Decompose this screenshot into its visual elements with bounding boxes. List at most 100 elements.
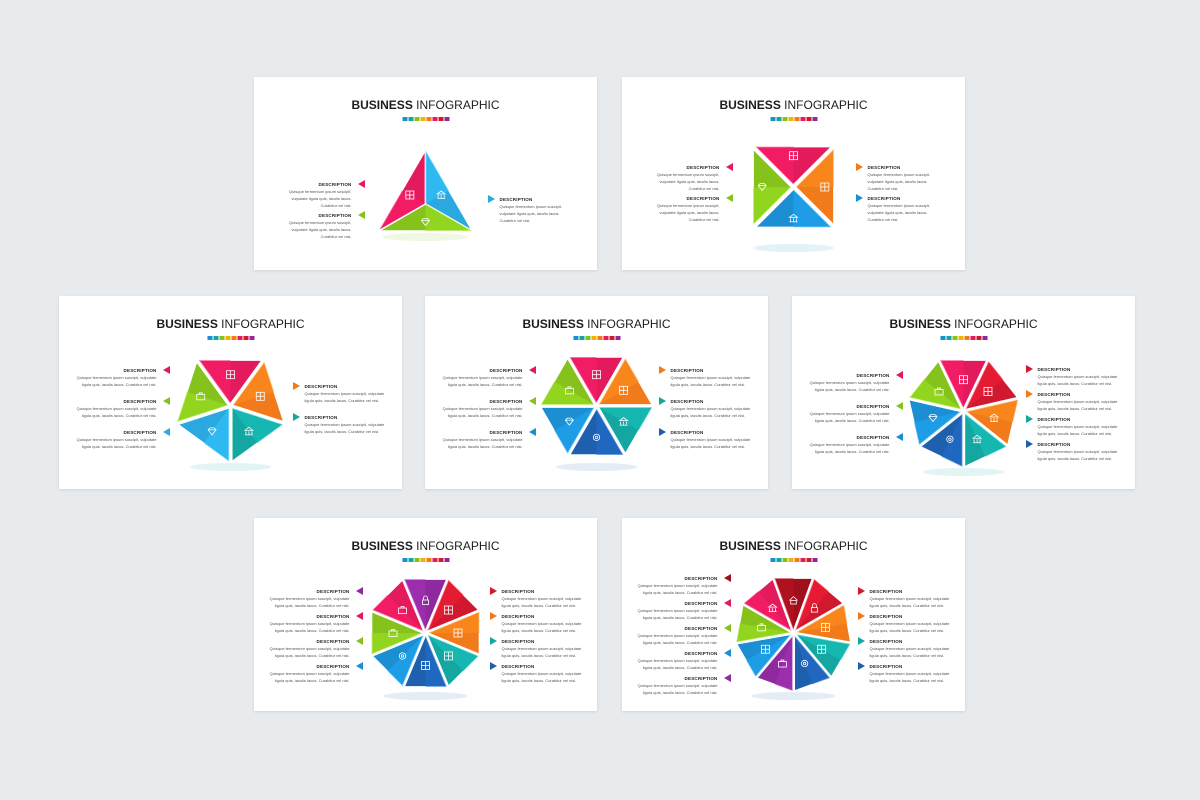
- color-swatch: [402, 117, 407, 121]
- film-icon: [444, 605, 453, 615]
- description-title: DESCRIPTION: [304, 383, 338, 389]
- description-block-left: DESCRIPTION Quisque fermentum ipsum susci…: [622, 600, 718, 621]
- description-block-right: DESCRIPTION Quisque fermentum ipsum susci…: [671, 398, 769, 419]
- description-title: DESCRIPTION: [316, 638, 350, 644]
- chart-icon: [821, 622, 830, 632]
- description-title: DESCRIPTION: [1037, 391, 1071, 397]
- description-text: Quisque fermentum ipsum suscipit, vulput…: [670, 375, 751, 380]
- description-block-left: DESCRIPTION Quisque fermentum ipsum susci…: [254, 663, 350, 684]
- description-title: DESCRIPTION: [686, 195, 720, 201]
- description-text: Quisque fermentum ipsum suscipit, vulput…: [442, 406, 523, 411]
- diagram-segment-3: [794, 603, 852, 644]
- description-text: ligula quis, iaculis lacus. Curabitur ve…: [642, 665, 718, 670]
- description-block-left: DESCRIPTION Quisque fermentum ipsum susci…: [254, 588, 350, 609]
- slide-4[interactable]: BUSINESS INFOGRAPHIC DESCRIPTION Quisque f…: [425, 296, 768, 489]
- description-text: ligula quis, iaculis lacus. Curabitur ve…: [501, 677, 577, 683]
- color-swatch: [420, 558, 425, 562]
- description-text: ligula quis, iaculis lacus. Curabitur ve…: [670, 444, 746, 449]
- description-text: Curabitur vel nisi.: [867, 216, 899, 222]
- slide-title: BUSINESS INFOGRAPHIC: [792, 317, 1135, 331]
- description-title: DESCRIPTION: [501, 663, 535, 669]
- color-swatch: [964, 336, 969, 340]
- description-title: DESCRIPTION: [316, 588, 350, 594]
- pointer-marker-icon: [292, 412, 300, 421]
- bank-icon: [618, 417, 629, 426]
- description-text: Quisque fermentum ipsum suscipit,: [289, 188, 352, 194]
- reflection: [751, 692, 836, 700]
- bank-icon: [971, 434, 983, 444]
- color-swatch-bar: [207, 336, 254, 340]
- pointer-marker-icon: [489, 661, 497, 670]
- pointer-marker-icon: [489, 586, 497, 595]
- color-swatch: [408, 558, 413, 562]
- description-block-right: DESCRIPTION Quisque fermentum ipsum susci…: [502, 588, 598, 609]
- description-block-right: DESCRIPTION Quisque fermentum ipsum susci…: [870, 663, 966, 684]
- description-block-right: DESCRIPTION Quisque fermentum ipsum susci…: [1038, 416, 1136, 437]
- description-text: ligula quis, iaculis lacus. Curabitur ve…: [814, 387, 890, 392]
- diagram-segment-5: [403, 634, 448, 688]
- pointer-marker-icon: [658, 366, 666, 374]
- diagram-segment-9: [742, 577, 793, 633]
- diagram-segment-3: [426, 610, 481, 656]
- description-block-right: DESCRIPTION Quisque fermentum ipsum susci…: [502, 663, 598, 684]
- description-text: Quisque fermentum ipsum suscipit, vulput…: [1037, 448, 1118, 454]
- color-swatch: [794, 117, 799, 121]
- bank-icon: [788, 213, 799, 223]
- pointer-marker-icon: [857, 586, 865, 595]
- color-swatch: [615, 336, 620, 340]
- pointer-marker-icon: [857, 611, 865, 620]
- pointer-marker-icon: [489, 636, 497, 645]
- description-text: Quisque fermentum ipsum suscipit, vulput…: [304, 390, 385, 396]
- segment-diagram: [539, 356, 654, 471]
- diagram-segment-1: [939, 359, 988, 410]
- description-text: Quisque fermentum ipsum suscipit,: [657, 202, 720, 208]
- description-text: Quisque fermentum ipsum suscipit, vulput…: [269, 620, 350, 626]
- description-text: ligula quis, iaculis lacus. Curabitur ve…: [447, 444, 523, 449]
- slide-3[interactable]: BUSINESS INFOGRAPHIC DESCRIPTION Quisque f…: [59, 296, 402, 489]
- description-title: DESCRIPTION: [499, 197, 533, 202]
- description-block-right: DESCRIPTION Quisque fermentum ipsum susci…: [868, 195, 966, 223]
- color-swatch: [207, 336, 212, 340]
- diagram-segment-1: [198, 359, 263, 405]
- bank-icon: [988, 413, 1000, 422]
- diagram-segment-6: [539, 357, 596, 406]
- pointer-marker-icon: [292, 381, 300, 390]
- pointer-marker-icon: [857, 636, 865, 645]
- description-text: Quisque fermentum ipsum suscipit,: [499, 204, 562, 209]
- description-text: ligula quis, iaculis lacus. Curabitur ve…: [501, 652, 577, 658]
- description-text: ligula quis, iaculis lacus. Curabitur ve…: [1037, 455, 1113, 461]
- slide-2[interactable]: BUSINESS INFOGRAPHIC DESCRIPTION Quisque f…: [622, 77, 965, 270]
- slide-6[interactable]: BUSINESS INFOGRAPHIC DESCRIPTION Quisque f…: [254, 518, 597, 711]
- slide-1[interactable]: BUSINESS INFOGRAPHIC DESCRIPTION Quisque f…: [254, 77, 597, 270]
- pointer-marker-icon: [723, 574, 731, 582]
- color-swatch: [782, 558, 787, 562]
- diagram-segment-4: [794, 633, 852, 678]
- description-title: DESCRIPTION: [304, 414, 338, 420]
- description-block-right: DESCRIPTION Quisque fermentum ipsum susci…: [500, 196, 598, 224]
- diagram-segment-7: [735, 633, 793, 678]
- description-text: Quisque fermentum ipsum suscipit, vulput…: [869, 645, 950, 651]
- description-block-right: DESCRIPTION Quisque fermentum ipsum susci…: [870, 588, 966, 609]
- segment-diagram: [377, 149, 474, 241]
- color-swatch: [414, 117, 419, 121]
- description-block-right: DESCRIPTION Quisque fermentum ipsum susci…: [870, 613, 966, 634]
- description-text: ligula quis, iaculis lacus. Curabitur ve…: [81, 382, 157, 387]
- description-text: Curabitur vel nisi.: [320, 233, 352, 239]
- diagram-segment-2: [426, 578, 480, 633]
- description-title: DESCRIPTION: [489, 399, 523, 404]
- description-text: vulputate ligula quis, iaculis lacus.: [659, 178, 720, 184]
- pointer-marker-icon: [857, 661, 865, 670]
- slide-7[interactable]: BUSINESS INFOGRAPHIC DESCRIPTION Quisque f…: [622, 518, 965, 711]
- description-title: DESCRIPTION: [123, 399, 157, 404]
- slide-title-bold: BUSINESS: [719, 98, 781, 112]
- description-text: ligula quis, iaculis lacus. Curabitur ve…: [274, 652, 350, 658]
- slide-title-rest: INFOGRAPHIC: [954, 317, 1038, 331]
- description-title: DESCRIPTION: [501, 613, 535, 619]
- house-icon: [789, 595, 798, 605]
- color-swatch: [414, 558, 419, 562]
- description-text: ligula quis, iaculis lacus. Curabitur ve…: [1037, 405, 1113, 411]
- diagram-segment-2: [794, 577, 845, 633]
- slide-5[interactable]: BUSINESS INFOGRAPHIC DESCRIPTION Quisque f…: [792, 296, 1135, 489]
- pointer-marker-icon: [658, 397, 666, 405]
- description-block-right: DESCRIPTION Quisque fermentum ipsum susci…: [502, 638, 598, 659]
